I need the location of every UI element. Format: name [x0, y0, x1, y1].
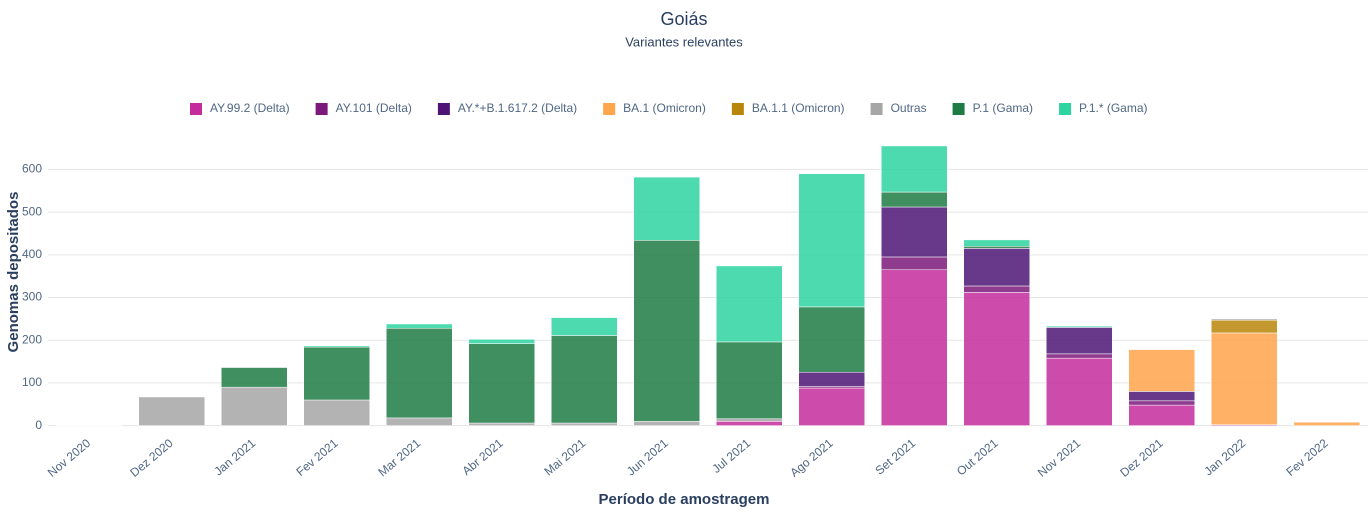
- legend-swatch: [437, 103, 450, 115]
- x-tick-label: Ago 2021: [787, 436, 836, 480]
- y-tick-label: 600: [22, 162, 42, 176]
- x-tick-label: Abr 2021: [459, 436, 506, 478]
- bar-segment: [963, 285, 1030, 293]
- y-tick-label: 0: [35, 418, 42, 432]
- bar-segment: [1128, 391, 1195, 402]
- bar-segment: [1046, 325, 1113, 328]
- bar-segment: [881, 269, 948, 426]
- x-tick-label: Nov 2020: [45, 436, 94, 480]
- bar-segment: [963, 239, 1030, 247]
- chart-title: Goiás: [660, 9, 707, 29]
- bar-segment: [1293, 421, 1360, 426]
- bar-segment: [881, 191, 948, 208]
- y-tick-label: 400: [22, 247, 42, 261]
- bar-segment: [633, 240, 700, 422]
- bar-segment: [798, 306, 865, 373]
- bar-segment: [633, 421, 700, 426]
- bar-segment: [468, 343, 535, 424]
- bar-segment: [221, 367, 288, 388]
- bar-segment: [221, 386, 288, 426]
- bar-segment: [881, 206, 948, 258]
- bar-segment: [386, 328, 453, 419]
- legend-label: Outras: [891, 101, 927, 115]
- legend-label: AY.*+B.1.617.2 (Delta): [458, 101, 577, 115]
- legend-label: P.1 (Gama): [973, 101, 1033, 115]
- bar-segment: [468, 422, 535, 426]
- bar-segment: [716, 421, 783, 426]
- y-tick-label: 200: [22, 332, 42, 346]
- bar-segment: [716, 341, 783, 420]
- x-tick-label: Set 2021: [872, 436, 918, 478]
- bar-segment: [963, 246, 1030, 249]
- legend-swatch: [315, 103, 328, 115]
- x-tick-label: Jan 2022: [1201, 436, 1248, 479]
- legend-label: BA.1 (Omicron): [623, 101, 706, 115]
- bar-segment: [1128, 404, 1195, 426]
- bar-segment: [963, 292, 1030, 426]
- legend: AY.99.2 (Delta) AY.101 (Delta) AY.*+B.1.61…: [190, 101, 1148, 115]
- x-tick-label: Dez 2021: [1117, 436, 1166, 480]
- bar-segment: [633, 176, 700, 241]
- legend-swatch: [190, 103, 202, 115]
- bar-segment: [1046, 353, 1113, 359]
- bar-segment: [551, 422, 618, 426]
- legend-swatch: [603, 103, 616, 115]
- x-tick-label: Jul 2021: [709, 436, 753, 476]
- y-tick-label: 500: [22, 204, 42, 218]
- x-tick-label: Out 2021: [954, 436, 1001, 479]
- bar-segment: [1046, 327, 1113, 355]
- x-tick-label: Mar 2021: [375, 436, 423, 480]
- legend-swatch: [731, 103, 744, 115]
- bar-segment: [798, 387, 865, 426]
- bar-segment: [963, 248, 1030, 287]
- bar-segment: [798, 371, 865, 387]
- legend-swatch: [1059, 103, 1072, 115]
- bar-segment: [303, 346, 370, 401]
- x-tick-label: Nov 2021: [1035, 436, 1084, 480]
- y-tick-label: 100: [22, 375, 42, 389]
- bar-segment: [716, 418, 783, 422]
- bar-segment: [551, 335, 618, 424]
- legend-swatch: [952, 103, 965, 115]
- legend-label: AY.99.2 (Delta): [210, 101, 290, 115]
- bar-segment: [303, 399, 370, 426]
- x-axis-title: Período de amostragem: [599, 491, 770, 508]
- bar-segment: [798, 386, 865, 389]
- legend-swatch: [870, 103, 883, 115]
- legend-label: AY.101 (Delta): [336, 101, 412, 115]
- bar-segment: [386, 323, 453, 329]
- x-tick-label: Jan 2021: [211, 436, 258, 479]
- bar-segment: [1128, 400, 1195, 406]
- bar-segment: [881, 256, 948, 271]
- y-tick-label: 300: [22, 290, 42, 304]
- chart-subtitle: Variantes relevantes: [625, 34, 743, 49]
- x-tick-label: Fev 2022: [1283, 436, 1331, 479]
- x-tick-label: Jun 2021: [624, 436, 671, 479]
- x-tick-label: Fev 2021: [293, 436, 341, 479]
- bar-segment: [1211, 318, 1278, 321]
- x-tick-label: Mai 2021: [541, 436, 588, 479]
- bar-segment: [881, 145, 948, 193]
- legend-label: P.1.* (Gama): [1079, 101, 1147, 115]
- bar-segment: [386, 417, 453, 426]
- bar-segment: [1128, 349, 1195, 392]
- bar-segment: [551, 317, 618, 336]
- bar-segment: [468, 339, 535, 344]
- x-tick-label: Dez 2020: [127, 436, 176, 480]
- bar-segment: [1211, 319, 1278, 334]
- legend-label: BA.1.1 (Omicron): [752, 101, 845, 115]
- bar-segment: [303, 345, 370, 348]
- bar-segment: [798, 173, 865, 308]
- y-axis-title: Genomas depositados: [5, 192, 22, 353]
- bar-segment: [1211, 332, 1278, 425]
- bar-segment: [1046, 357, 1113, 426]
- bar-segment: [138, 396, 205, 426]
- bar-segment: [716, 265, 783, 343]
